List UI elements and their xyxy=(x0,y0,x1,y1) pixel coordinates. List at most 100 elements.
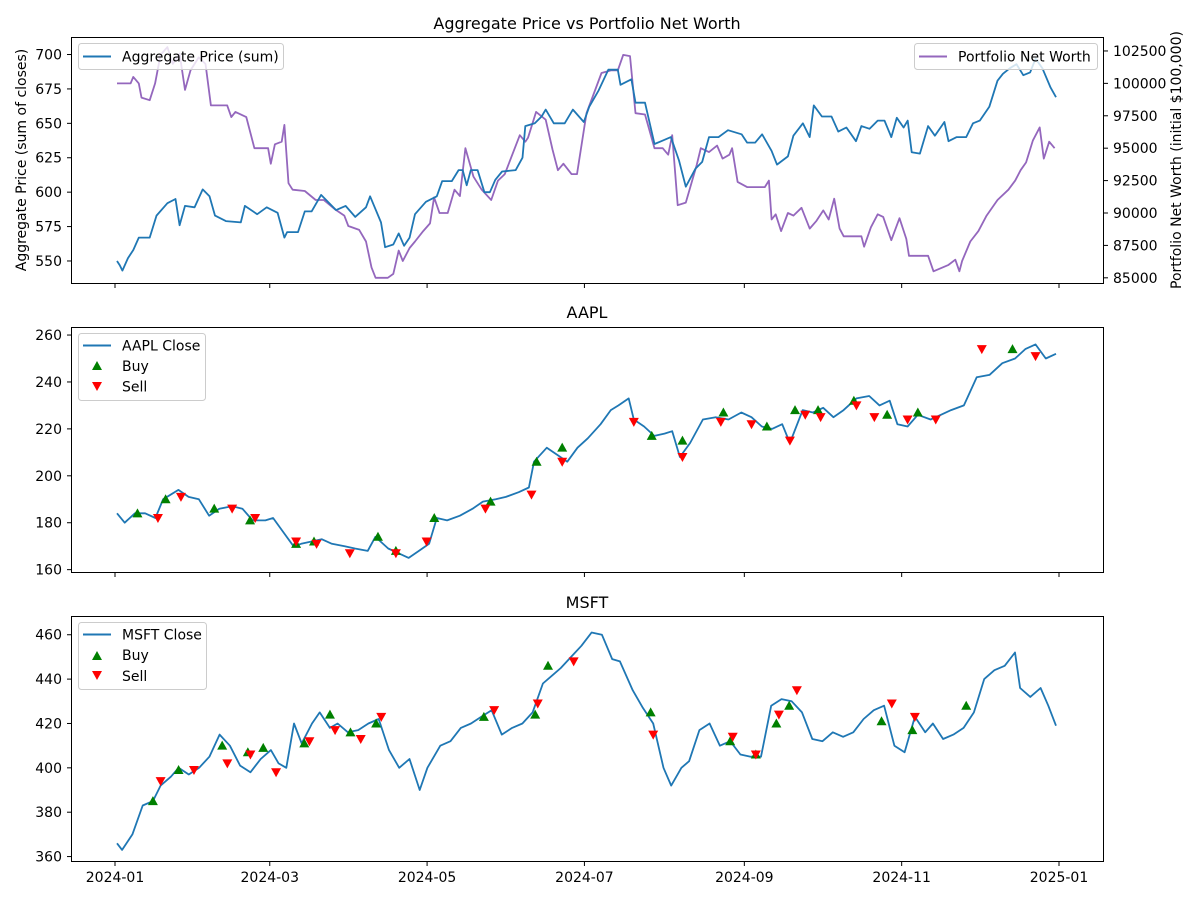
sell-marker xyxy=(355,735,366,744)
sell-marker xyxy=(291,537,302,547)
sell-marker xyxy=(330,726,341,736)
panel-aggregate-title: Aggregate Price vs Portfolio Net Worth xyxy=(433,14,740,33)
x-tick-label: 2024-01 xyxy=(86,870,145,886)
legend-networth-box xyxy=(914,43,1098,70)
sell-marker xyxy=(390,549,401,559)
buy-marker xyxy=(160,494,171,504)
panel-msft-title: MSFT xyxy=(566,593,609,612)
sell-marker xyxy=(628,417,639,427)
legend-msft-sell-label: Sell xyxy=(122,669,147,685)
buy-marker xyxy=(531,456,542,466)
y-tick-label: 360 xyxy=(35,850,62,866)
legend-msft: MSFT Close Buy Sell xyxy=(78,622,207,690)
sell-marker xyxy=(227,504,238,514)
networth-line xyxy=(117,46,1056,279)
y-tick-label: 260 xyxy=(35,328,62,344)
sell-marker xyxy=(773,710,784,720)
legend-aapl-close-label: AAPL Close xyxy=(122,339,200,355)
sell-marker xyxy=(1030,352,1041,362)
buy-marker xyxy=(299,738,310,748)
y-tick-label: 460 xyxy=(35,628,62,644)
buy-marker xyxy=(912,407,923,417)
sell-marker xyxy=(480,504,491,514)
sell-marker xyxy=(489,706,500,716)
sell-marker xyxy=(909,712,920,722)
legend-aapl: AAPL Close Buy Sell xyxy=(78,333,206,401)
y-tick-label: 180 xyxy=(35,516,62,532)
sell-marker xyxy=(526,490,537,500)
sell-marker xyxy=(175,492,186,502)
sell-marker xyxy=(311,539,322,549)
buy-marker xyxy=(345,727,356,737)
y-tick-right-label: 90000 xyxy=(1113,206,1158,222)
buy-marker xyxy=(543,660,554,670)
panel-aggregate-lines xyxy=(116,46,1057,279)
sell-marker xyxy=(532,699,543,709)
legend-msft-buy-label: Buy xyxy=(122,648,149,664)
sell-marker xyxy=(568,657,579,667)
sell-marker xyxy=(800,410,811,420)
buy-marker xyxy=(429,513,440,523)
panel-msft-markers xyxy=(147,657,972,806)
sell-marker xyxy=(851,401,862,411)
legend-aapl-buy-marker xyxy=(92,361,102,370)
y-tick-right-label: 92500 xyxy=(1113,174,1158,190)
sell-marker xyxy=(750,750,761,760)
panel-aggregate-frame xyxy=(71,37,1104,284)
legend-aapl-buy-label: Buy xyxy=(122,359,149,375)
buy-marker xyxy=(813,405,824,415)
sell-marker xyxy=(677,453,688,463)
sell-marker xyxy=(715,417,726,427)
legend-networth: Portfolio Net Worth xyxy=(914,43,1098,70)
aggregate-line xyxy=(116,57,1057,272)
buy-marker xyxy=(324,709,335,719)
y-tick-label: 380 xyxy=(35,805,62,821)
y-tick-right-label: 85000 xyxy=(1113,271,1158,287)
panel-aggregate-ylabel-right: Portfolio Net Worth (initial $100,000) xyxy=(1169,31,1185,289)
y-tick-right-label: 97500 xyxy=(1113,109,1158,125)
x-tick-label: 2024-07 xyxy=(555,870,614,886)
y-tick-label: 160 xyxy=(35,563,62,579)
y-tick-label: 200 xyxy=(35,469,62,485)
aapl-close-line xyxy=(116,343,1057,559)
panel-msft-x-ticks: 2024-01 2024-03 2024-05 2024-07 2024-09 2024-… xyxy=(86,861,1089,886)
sell-marker xyxy=(815,413,826,423)
buy-marker xyxy=(478,711,489,721)
buy-marker xyxy=(761,421,772,431)
x-tick-label: 2024-11 xyxy=(872,870,931,886)
buy-marker xyxy=(645,707,656,717)
panel-aggregate-y-ticks: 550 575 600 625 650 675 700 xyxy=(35,48,72,270)
y-tick-label: 675 xyxy=(35,82,62,98)
sell-marker xyxy=(746,420,757,430)
panel-aggregate: Aggregate Price vs Portfolio Net Worth 5… xyxy=(14,14,1185,289)
panel-msft-frame xyxy=(71,616,1104,862)
panel-aapl-lines xyxy=(116,343,1057,559)
sell-marker xyxy=(155,777,166,787)
sell-marker xyxy=(902,415,913,425)
legend-aapl-sell-marker xyxy=(92,382,102,391)
buy-marker xyxy=(876,716,887,726)
sell-marker xyxy=(271,768,282,778)
legend-aapl-box xyxy=(78,333,206,401)
x-tick-label: 2025-01 xyxy=(1030,870,1089,886)
panel-aapl-title: AAPL xyxy=(567,303,608,322)
y-tick-label: 650 xyxy=(35,116,62,132)
buy-marker xyxy=(132,508,143,518)
buy-marker xyxy=(646,430,657,440)
buy-marker xyxy=(784,700,795,710)
sell-marker xyxy=(784,436,795,446)
panel-msft-y-ticks: 360 380 400 420 440 460 xyxy=(35,628,72,866)
y-tick-label: 550 xyxy=(35,254,62,270)
sell-marker xyxy=(152,514,163,524)
panel-aapl-markers xyxy=(132,344,1041,559)
legend-aggregate: Aggregate Price (sum) xyxy=(78,43,284,70)
panel-msft-lines xyxy=(116,631,1057,851)
sell-marker xyxy=(727,732,738,742)
buy-marker xyxy=(530,709,541,719)
buy-marker xyxy=(725,736,736,746)
sell-marker xyxy=(304,737,315,747)
sell-marker xyxy=(976,345,987,355)
panel-aggregate-x-ticks xyxy=(114,283,1060,288)
buy-marker xyxy=(677,435,688,445)
